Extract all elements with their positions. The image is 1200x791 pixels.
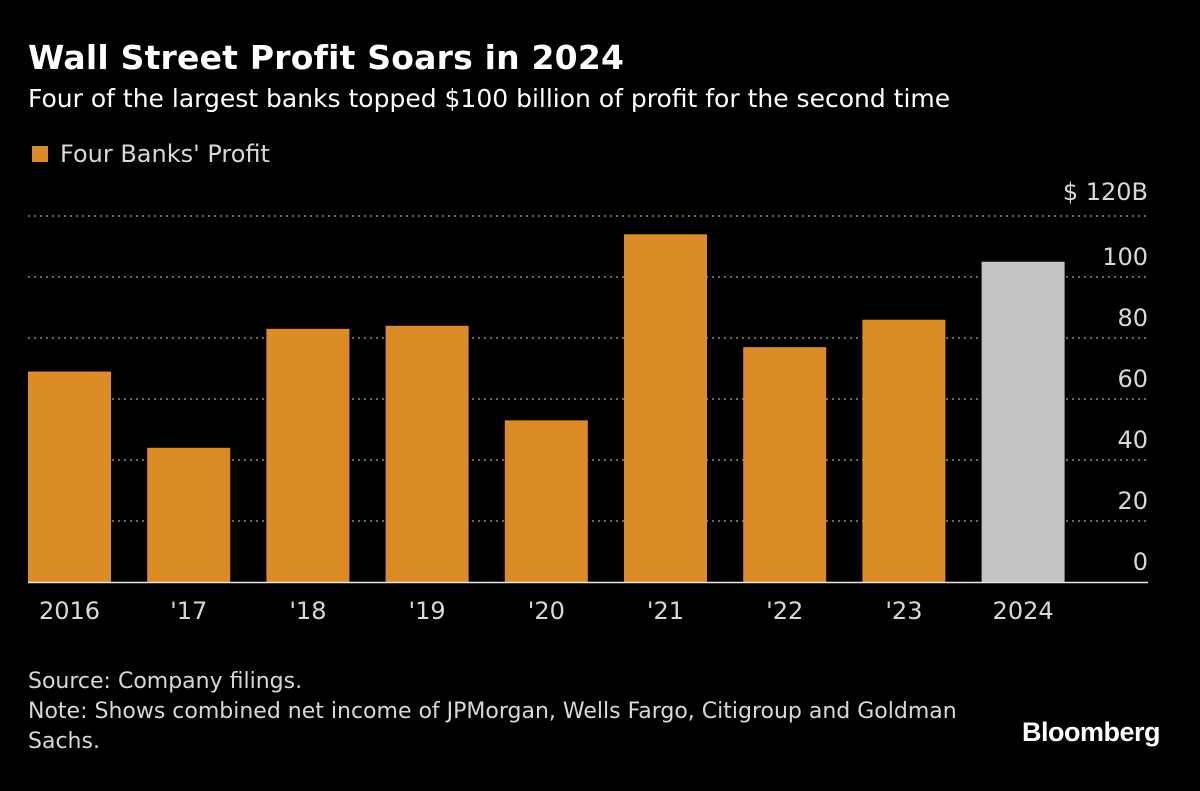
bloomberg-logo: Bloomberg: [1021, 717, 1161, 747]
legend-label: Four Banks' Profit: [60, 140, 270, 168]
x-tick-label-17: '17: [170, 597, 207, 625]
y-tick-label-60: 60: [1117, 365, 1148, 393]
source-note: Source: Company filings.: [28, 669, 303, 694]
bar-22: [743, 347, 827, 582]
bar-23: [862, 319, 946, 582]
x-tick-label-2024: 2024: [993, 597, 1054, 625]
x-tick-label-19: '19: [409, 597, 446, 625]
bar-21: [624, 234, 707, 583]
x-tick-label-2016: 2016: [39, 597, 100, 625]
x-tick-label-18: '18: [289, 597, 326, 625]
x-tick-label-21: '21: [647, 597, 684, 625]
y-tick-label-100: 100: [1102, 243, 1148, 271]
x-tick-label-23: '23: [885, 597, 922, 625]
bar-19: [385, 325, 469, 582]
chart-footer: Source: Company filings. Note: Shows com…: [28, 667, 978, 757]
y-tick-label-80: 80: [1117, 304, 1148, 332]
x-tick-label-20: '20: [528, 597, 565, 625]
legend-swatch-four-banks: [32, 146, 48, 162]
bar-20: [504, 420, 588, 582]
bar-17: [147, 447, 231, 582]
y-tick-label-120: $ 120B: [1063, 178, 1148, 206]
bar-2024: [981, 261, 1065, 582]
legend: Four Banks' Profit: [32, 140, 270, 168]
methodology-note: Note: Shows combined net income of JPMor…: [28, 699, 957, 754]
y-tick-label-40: 40: [1117, 426, 1148, 454]
bar-2016: [28, 371, 111, 582]
chart-title: Wall Street Profit Soars in 2024: [28, 38, 625, 77]
bar-18: [266, 328, 350, 582]
y-tick-label-20: 20: [1117, 487, 1148, 515]
x-tick-label-22: '22: [766, 597, 803, 625]
y-tick-label-0: 0: [1133, 548, 1148, 576]
chart-subtitle: Four of the largest banks topped $100 bi…: [28, 84, 951, 113]
